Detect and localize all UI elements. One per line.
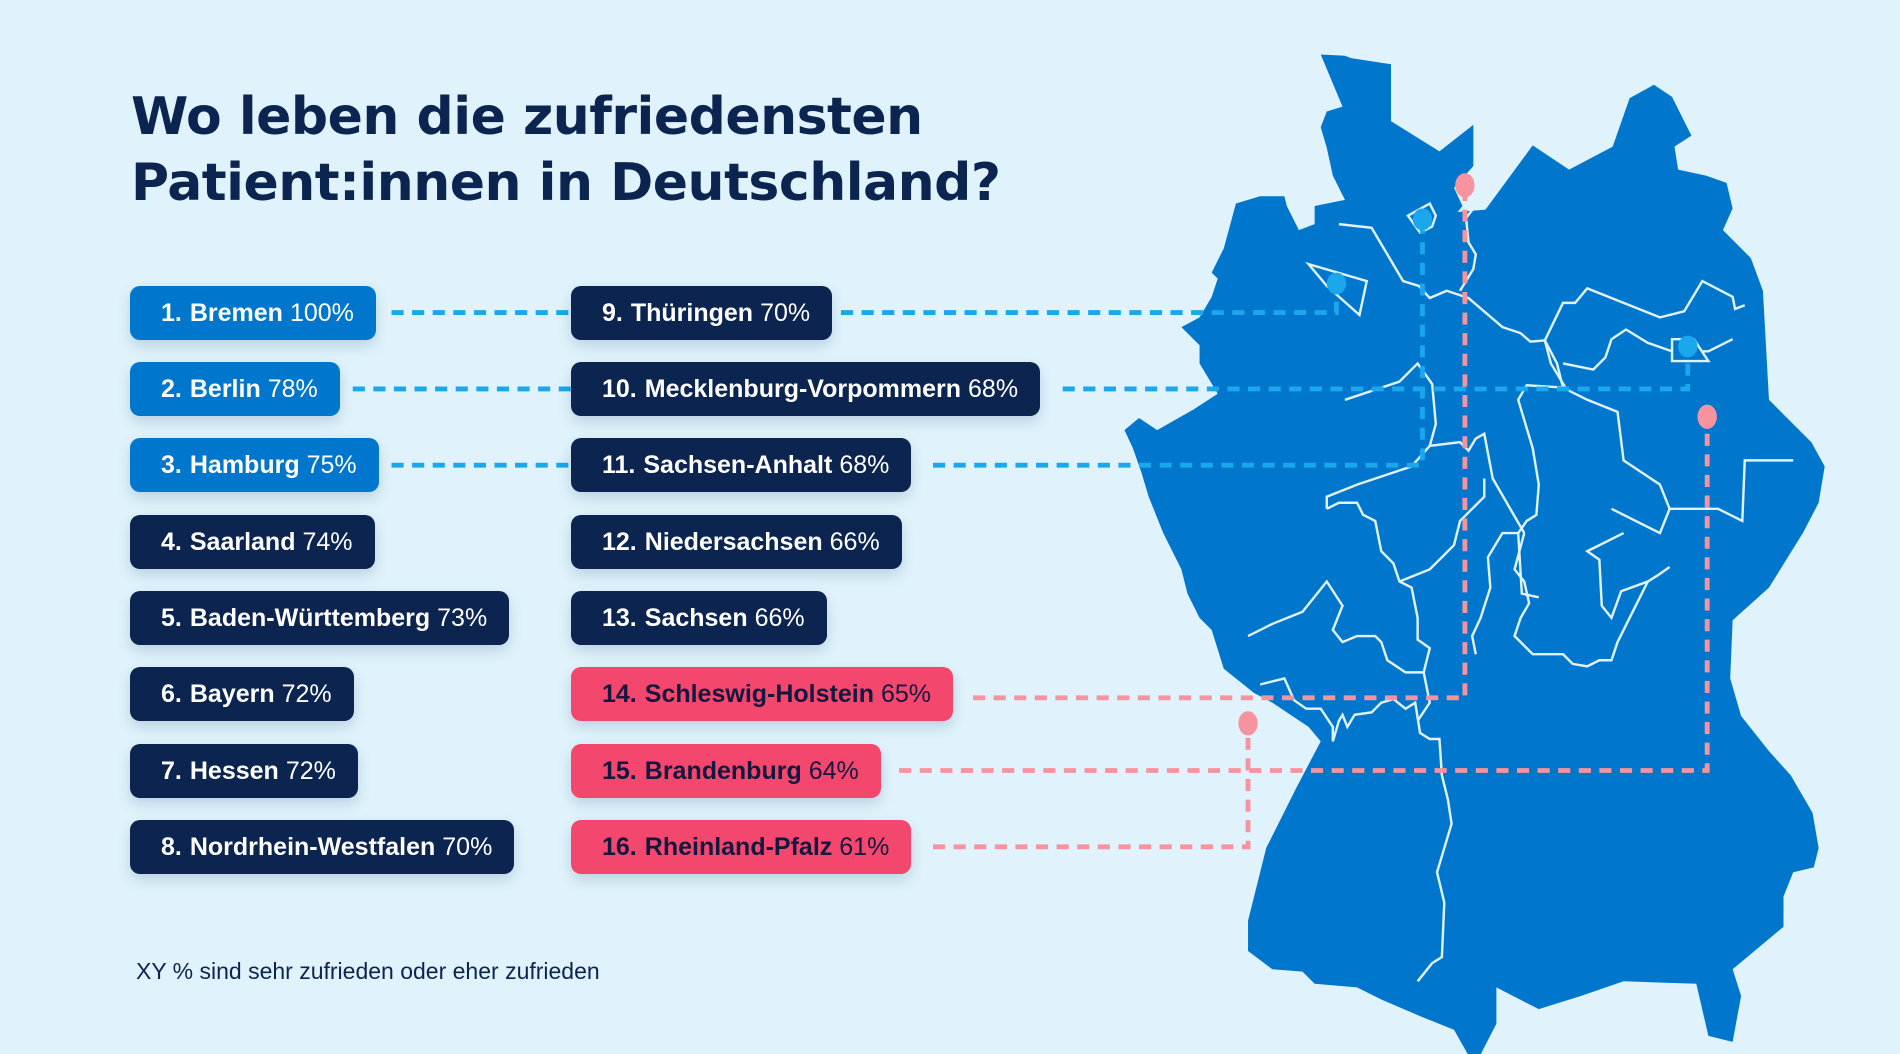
pill-state: Brandenburg bbox=[644, 756, 802, 785]
pill-rank: 1. bbox=[161, 298, 182, 327]
connector-brandenburg bbox=[899, 424, 1710, 773]
pill-percent: 75% bbox=[306, 450, 357, 479]
ranking-pill-saarland[interactable]: 4. Saarland 74% bbox=[130, 515, 375, 569]
pill-state: Baden-Württemberg bbox=[189, 603, 431, 632]
title-line-1: Wo leben die zufriedensten bbox=[131, 87, 923, 147]
footnote: XY % sind sehr zufrieden oder eher zufri… bbox=[136, 958, 600, 984]
ranking-pill-hamburg[interactable]: 3. Hamburg 75% bbox=[130, 438, 379, 492]
pill-rank: 4. bbox=[161, 527, 182, 556]
state-borders bbox=[1247, 207, 1794, 983]
ranking-pill-hessen[interactable]: 7. Hessen 72% bbox=[130, 744, 358, 798]
pill-percent: 74% bbox=[302, 527, 353, 556]
ranking-pill-bremen[interactable]: 1. Bremen 100% bbox=[130, 286, 376, 340]
pill-percent: 73% bbox=[437, 603, 488, 632]
connector-bremen bbox=[391, 290, 1339, 315]
marker-schleswig-holstein[interactable] bbox=[1455, 173, 1475, 198]
ranking-pill-brandenburg[interactable]: 15. Brandenburg 64% bbox=[571, 744, 881, 798]
pill-percent: 68% bbox=[968, 374, 1019, 403]
marker-bremen[interactable] bbox=[1326, 272, 1347, 295]
pill-percent: 66% bbox=[829, 527, 880, 556]
germany-outline bbox=[1124, 54, 1825, 1054]
pill-percent: 65% bbox=[880, 679, 932, 708]
pill-state: Sachsen bbox=[644, 603, 748, 632]
pill-state: Berlin bbox=[189, 374, 261, 403]
pill-state: Saarland bbox=[189, 527, 296, 556]
pill-percent: 64% bbox=[808, 756, 859, 785]
pill-rank: 2. bbox=[161, 374, 182, 403]
pill-percent: 78% bbox=[267, 374, 318, 403]
pill-percent: 66% bbox=[754, 603, 805, 632]
pill-rank: 14. bbox=[602, 679, 637, 708]
pill-percent: 72% bbox=[285, 756, 336, 785]
connector-schleswig-holstein bbox=[973, 193, 1468, 701]
pill-percent: 68% bbox=[839, 450, 890, 479]
pill-rank: 16. bbox=[602, 832, 637, 861]
ranking-pill-mecklenburg-vorpommern[interactable]: 10. Mecklenburg-Vorpommern 68% bbox=[571, 362, 1041, 416]
marker-brandenburg[interactable] bbox=[1697, 404, 1717, 429]
pill-state: Schleswig-Holstein bbox=[644, 679, 874, 708]
pill-state: Mecklenburg-Vorpommern bbox=[644, 374, 962, 403]
marker-berlin[interactable] bbox=[1678, 335, 1698, 358]
ranking-pill-th-ringen[interactable]: 9. Thüringen 70% bbox=[571, 286, 833, 340]
marker-rheinland-pfalz[interactable] bbox=[1238, 711, 1258, 736]
pill-rank: 6. bbox=[161, 679, 182, 708]
pill-state: Sachsen-Anhalt bbox=[643, 450, 833, 479]
ranking-pill-rheinland-pfalz[interactable]: 16. Rheinland-Pfalz 61% bbox=[571, 820, 912, 874]
pill-state: Thüringen bbox=[630, 298, 754, 327]
pill-rank: 10. bbox=[602, 374, 637, 403]
pill-percent: 100% bbox=[289, 298, 354, 327]
pill-rank: 12. bbox=[602, 527, 637, 556]
pill-rank: 7. bbox=[161, 756, 182, 785]
marker-hamburg[interactable] bbox=[1412, 208, 1433, 231]
ranking-pill-nordrhein-westfalen[interactable]: 8. Nordrhein-Westfalen 70% bbox=[130, 820, 515, 874]
ranking-pill-bayern[interactable]: 6. Bayern 72% bbox=[130, 667, 354, 721]
pill-state: Rheinland-Pfalz bbox=[644, 832, 833, 861]
title-line-2: Patient:innen in Deutschland? bbox=[131, 153, 1001, 213]
pill-rank: 13. bbox=[602, 603, 637, 632]
pill-state: Niedersachsen bbox=[644, 527, 823, 556]
pill-state: Hessen bbox=[189, 756, 279, 785]
pill-rank: 8. bbox=[161, 832, 182, 861]
page-title: Wo leben die zufriedensten Patient:innen… bbox=[131, 84, 1001, 216]
pill-rank: 9. bbox=[602, 298, 623, 327]
pill-percent: 72% bbox=[281, 679, 332, 708]
pill-percent: 70% bbox=[442, 832, 493, 861]
ranking-pill-sachsen[interactable]: 13. Sachsen 66% bbox=[571, 591, 827, 645]
pill-state: Hamburg bbox=[189, 450, 300, 479]
pill-rank: 11. bbox=[602, 450, 636, 479]
pill-state: Bayern bbox=[189, 679, 275, 708]
pill-state: Nordrhein-Westfalen bbox=[189, 832, 436, 861]
pill-percent: 70% bbox=[760, 298, 811, 327]
connector-berlin bbox=[352, 353, 1691, 392]
pill-percent: 61% bbox=[839, 832, 890, 861]
pill-state: Bremen bbox=[189, 298, 283, 327]
pill-rank: 15. bbox=[602, 756, 637, 785]
ranking-pill-niedersachsen[interactable]: 12. Niedersachsen 66% bbox=[571, 515, 902, 569]
pill-rank: 3. bbox=[161, 450, 182, 479]
ranking-pill-berlin[interactable]: 2. Berlin 78% bbox=[130, 362, 340, 416]
pill-rank: 5. bbox=[161, 603, 182, 632]
ranking-pill-sachsen-anhalt[interactable]: 11. Sachsen-Anhalt 68% bbox=[571, 438, 912, 492]
ranking-pill-schleswig-holstein[interactable]: 14. Schleswig-Holstein 65% bbox=[571, 667, 954, 721]
connector-rheinland-pfalz bbox=[933, 732, 1251, 850]
connector-hamburg bbox=[391, 230, 1425, 468]
ranking-pill-baden-w-rttemberg[interactable]: 5. Baden-Württemberg 73% bbox=[130, 591, 510, 645]
